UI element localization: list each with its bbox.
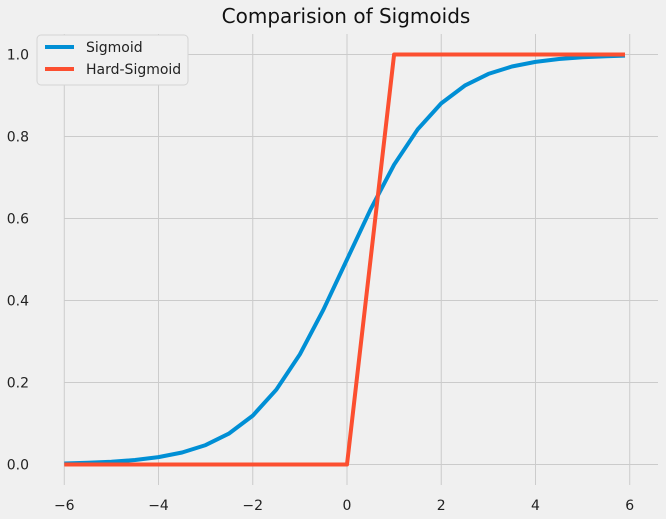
hard-sigmoid-line	[64, 52, 625, 467]
x-axis-ticks: −6 −4 −2 0 2 4 6	[54, 498, 634, 514]
sigmoid-line	[64, 53, 626, 466]
y-tick-label: 0.2	[7, 376, 29, 392]
x-tick-label: 0	[343, 498, 352, 514]
series-lines	[64, 52, 626, 467]
legend-label-sigmoid: Sigmoid	[86, 40, 143, 56]
y-tick-label: 0.6	[7, 212, 29, 228]
legend-box	[36, 34, 189, 86]
legend-label-hard-sigmoid: Hard-Sigmoid	[86, 62, 181, 78]
chart-title: Comparision of Sigmoids	[222, 4, 471, 28]
x-tick-label: 4	[531, 498, 540, 514]
y-axis-ticks: 0.0 0.2 0.4 0.6 0.8 1.0	[7, 48, 29, 474]
y-tick-label: 0.4	[7, 294, 29, 310]
y-tick-label: 0.0	[7, 458, 29, 474]
legend: Sigmoid Hard-Sigmoid	[36, 34, 189, 86]
x-tick-label: −6	[54, 498, 75, 514]
x-tick-label: −2	[242, 498, 263, 514]
y-tick-label: 0.8	[7, 130, 29, 146]
x-tick-label: 6	[625, 498, 634, 514]
x-tick-label: 2	[437, 498, 446, 514]
y-tick-label: 1.0	[7, 48, 29, 64]
x-tick-label: −4	[148, 498, 169, 514]
